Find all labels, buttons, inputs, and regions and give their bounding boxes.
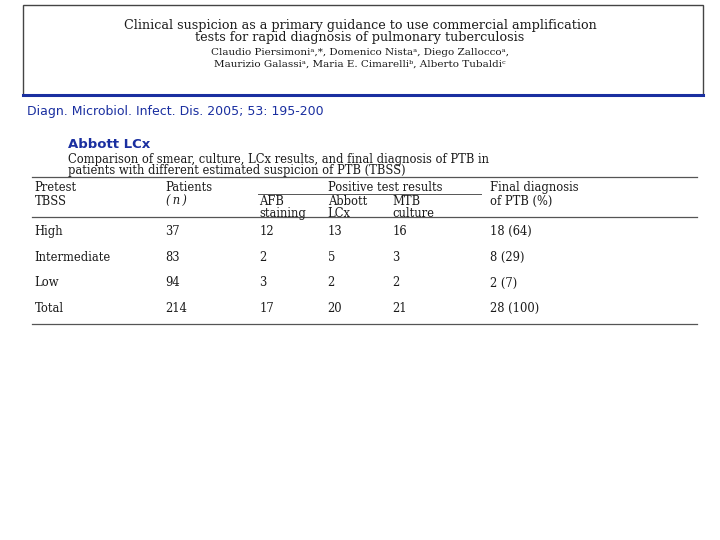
Text: Abbott: Abbott — [328, 195, 367, 208]
Text: 2: 2 — [259, 251, 266, 264]
Text: 94: 94 — [166, 276, 180, 289]
Text: 21: 21 — [392, 302, 407, 315]
Text: Diagn. Microbiol. Infect. Dis. 2005; 53: 195-200: Diagn. Microbiol. Infect. Dis. 2005; 53:… — [27, 105, 324, 118]
FancyBboxPatch shape — [23, 5, 703, 94]
Text: LCx: LCx — [328, 207, 351, 220]
Text: Pretest: Pretest — [35, 181, 77, 194]
Text: 37: 37 — [166, 225, 180, 238]
Text: of PTB (%): of PTB (%) — [490, 195, 552, 208]
Text: 214: 214 — [166, 302, 187, 315]
Text: Final diagnosis: Final diagnosis — [490, 181, 578, 194]
Text: ( n ): ( n ) — [166, 195, 186, 208]
Text: 8 (29): 8 (29) — [490, 251, 524, 264]
Text: MTB: MTB — [392, 195, 420, 208]
Text: staining: staining — [259, 207, 306, 220]
Text: 28 (100): 28 (100) — [490, 302, 539, 315]
Text: 3: 3 — [392, 251, 400, 264]
Text: Maurizio Galassiᵃ, Maria E. Cimarelliᵇ, Alberto Tubaldiᶜ: Maurizio Galassiᵃ, Maria E. Cimarelliᵇ, … — [214, 59, 506, 69]
Text: Total: Total — [35, 302, 63, 315]
Text: Positive test results: Positive test results — [328, 181, 442, 194]
Text: 16: 16 — [392, 225, 407, 238]
Text: 12: 12 — [259, 225, 274, 238]
Text: 2 (7): 2 (7) — [490, 276, 517, 289]
Text: 3: 3 — [259, 276, 266, 289]
Text: 17: 17 — [259, 302, 274, 315]
Text: Patients: Patients — [166, 181, 212, 194]
Text: culture: culture — [392, 207, 434, 220]
Text: 2: 2 — [328, 276, 335, 289]
Text: Claudio Piersimoniᵃ,*, Domenico Nistaᵃ, Diego Zalloccoᵃ,: Claudio Piersimoniᵃ,*, Domenico Nistaᵃ, … — [211, 48, 509, 57]
Text: Intermediate: Intermediate — [35, 251, 111, 264]
Text: tests for rapid diagnosis of pulmonary tuberculosis: tests for rapid diagnosis of pulmonary t… — [195, 31, 525, 44]
Text: 20: 20 — [328, 302, 342, 315]
Text: TBSS: TBSS — [35, 195, 66, 208]
Text: patients with different estimated suspicion of PTB (TBSS): patients with different estimated suspic… — [68, 164, 406, 177]
Text: Clinical suspicion as a primary guidance to use commercial amplification: Clinical suspicion as a primary guidance… — [124, 19, 596, 32]
Text: 18 (64): 18 (64) — [490, 225, 531, 238]
Text: 5: 5 — [328, 251, 335, 264]
Text: AFB: AFB — [259, 195, 284, 208]
Text: 2: 2 — [392, 276, 400, 289]
Text: 83: 83 — [166, 251, 180, 264]
Text: High: High — [35, 225, 63, 238]
Text: Low: Low — [35, 276, 59, 289]
Text: Comparison of smear, culture, LCx results, and final diagnosis of PTB in: Comparison of smear, culture, LCx result… — [68, 153, 490, 166]
Text: 13: 13 — [328, 225, 342, 238]
Text: Abbott LCx: Abbott LCx — [68, 138, 150, 151]
